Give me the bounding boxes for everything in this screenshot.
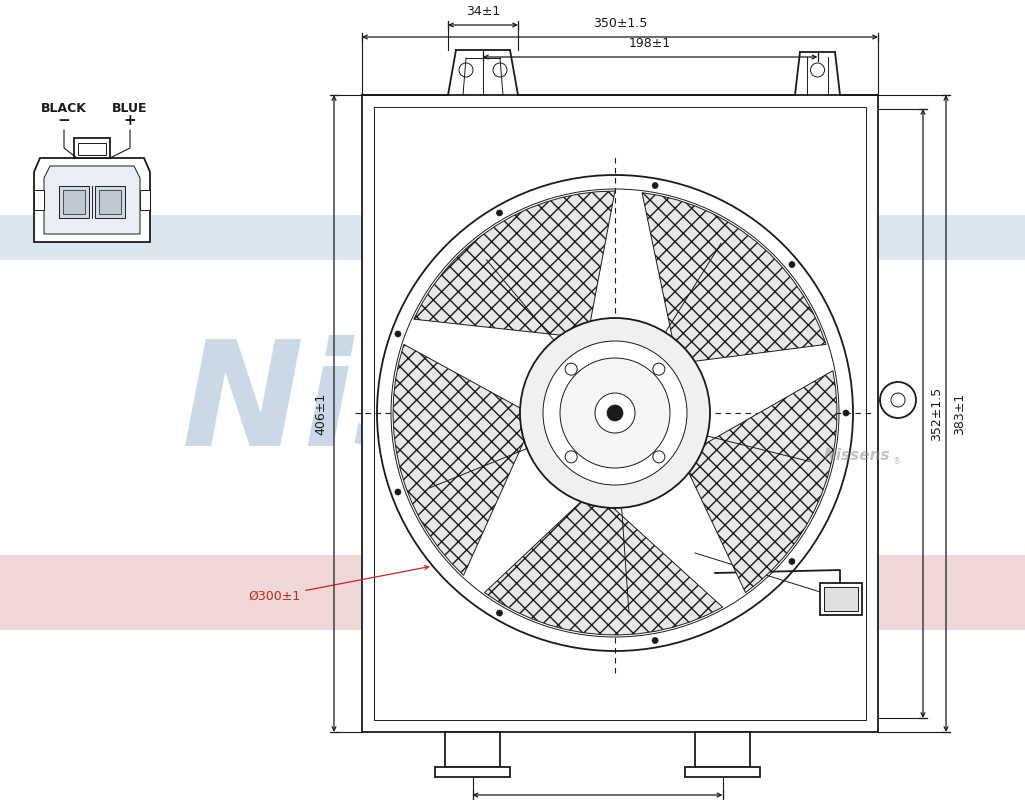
Text: Nissens: Nissens (182, 334, 818, 475)
Polygon shape (642, 193, 826, 362)
Text: BLACK: BLACK (41, 102, 87, 115)
Bar (0, 215, 1025, 260)
Circle shape (395, 331, 401, 337)
Polygon shape (44, 166, 140, 234)
Bar (362, 95, 878, 732)
Bar (824, 587, 858, 611)
Polygon shape (393, 344, 524, 575)
Text: BLUE: BLUE (113, 102, 148, 115)
Text: Ø300±1: Ø300±1 (248, 566, 428, 603)
Circle shape (565, 451, 577, 463)
Text: 383±1: 383±1 (953, 392, 966, 434)
Circle shape (880, 382, 916, 418)
Text: +: + (124, 113, 136, 128)
Bar (140, 190, 150, 210)
Bar (685, 767, 760, 777)
Text: Nissens: Nissens (823, 447, 890, 462)
Bar (63, 190, 85, 214)
Bar (695, 732, 750, 767)
Bar (445, 732, 500, 767)
Bar (74, 138, 110, 158)
Bar (59, 186, 89, 218)
Circle shape (652, 638, 658, 643)
Text: −: − (57, 113, 71, 128)
Text: 406±1: 406±1 (314, 392, 327, 434)
Circle shape (653, 451, 665, 463)
Bar (95, 186, 125, 218)
Circle shape (789, 558, 795, 565)
Circle shape (395, 489, 401, 495)
Circle shape (377, 175, 853, 651)
Circle shape (496, 610, 502, 616)
Polygon shape (689, 370, 836, 593)
Bar (34, 190, 44, 210)
Circle shape (607, 405, 623, 421)
Circle shape (789, 262, 795, 267)
Bar (435, 767, 510, 777)
Text: auto   .ru: auto .ru (475, 534, 665, 576)
Polygon shape (34, 158, 150, 242)
Text: 352±1.5: 352±1.5 (930, 386, 943, 441)
Bar (99, 190, 121, 214)
Circle shape (520, 318, 710, 508)
Text: ®: ® (893, 458, 901, 466)
Circle shape (594, 393, 636, 433)
Circle shape (653, 363, 665, 375)
Text: 198±1: 198±1 (629, 37, 671, 50)
Circle shape (496, 210, 502, 216)
Bar (0, 555, 1025, 630)
Polygon shape (414, 191, 615, 335)
Polygon shape (485, 502, 723, 635)
Text: 34±1: 34±1 (466, 5, 500, 18)
Circle shape (565, 363, 577, 375)
Circle shape (543, 341, 687, 485)
Circle shape (560, 358, 670, 468)
Text: 350±1.5: 350±1.5 (592, 17, 647, 30)
Circle shape (843, 410, 849, 416)
Bar (820, 583, 862, 615)
Circle shape (652, 182, 658, 189)
Bar (374, 107, 866, 720)
Bar (78, 143, 106, 155)
